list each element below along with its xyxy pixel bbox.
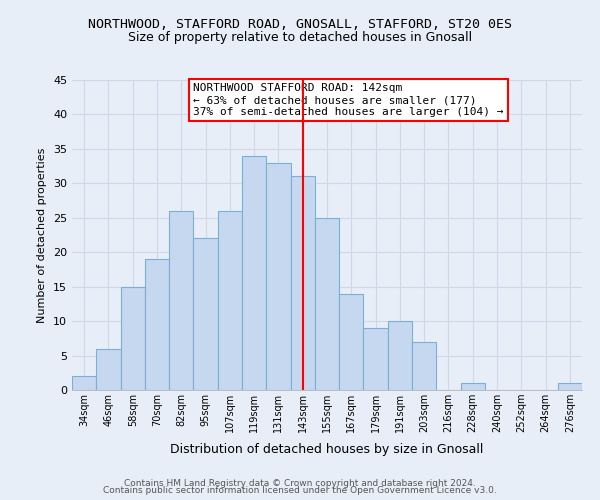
X-axis label: Distribution of detached houses by size in Gnosall: Distribution of detached houses by size … [170, 444, 484, 456]
Bar [461, 383, 485, 390]
Text: Size of property relative to detached houses in Gnosall: Size of property relative to detached ho… [128, 31, 472, 44]
Bar [169, 211, 193, 390]
Bar [266, 162, 290, 390]
Bar [218, 211, 242, 390]
Bar [364, 328, 388, 390]
Text: NORTHWOOD, STAFFORD ROAD, GNOSALL, STAFFORD, ST20 0ES: NORTHWOOD, STAFFORD ROAD, GNOSALL, STAFF… [88, 18, 512, 30]
Bar [193, 238, 218, 390]
Bar [388, 321, 412, 390]
Text: NORTHWOOD STAFFORD ROAD: 142sqm
← 63% of detached houses are smaller (177)
37% o: NORTHWOOD STAFFORD ROAD: 142sqm ← 63% of… [193, 84, 504, 116]
Bar [315, 218, 339, 390]
Text: Contains HM Land Registry data © Crown copyright and database right 2024.: Contains HM Land Registry data © Crown c… [124, 478, 476, 488]
Text: Contains public sector information licensed under the Open Government Licence v3: Contains public sector information licen… [103, 486, 497, 495]
Y-axis label: Number of detached properties: Number of detached properties [37, 148, 47, 322]
Bar [72, 376, 96, 390]
Bar [339, 294, 364, 390]
Bar [96, 348, 121, 390]
Bar [145, 259, 169, 390]
Bar [121, 286, 145, 390]
Bar [290, 176, 315, 390]
Bar [558, 383, 582, 390]
Bar [412, 342, 436, 390]
Bar [242, 156, 266, 390]
